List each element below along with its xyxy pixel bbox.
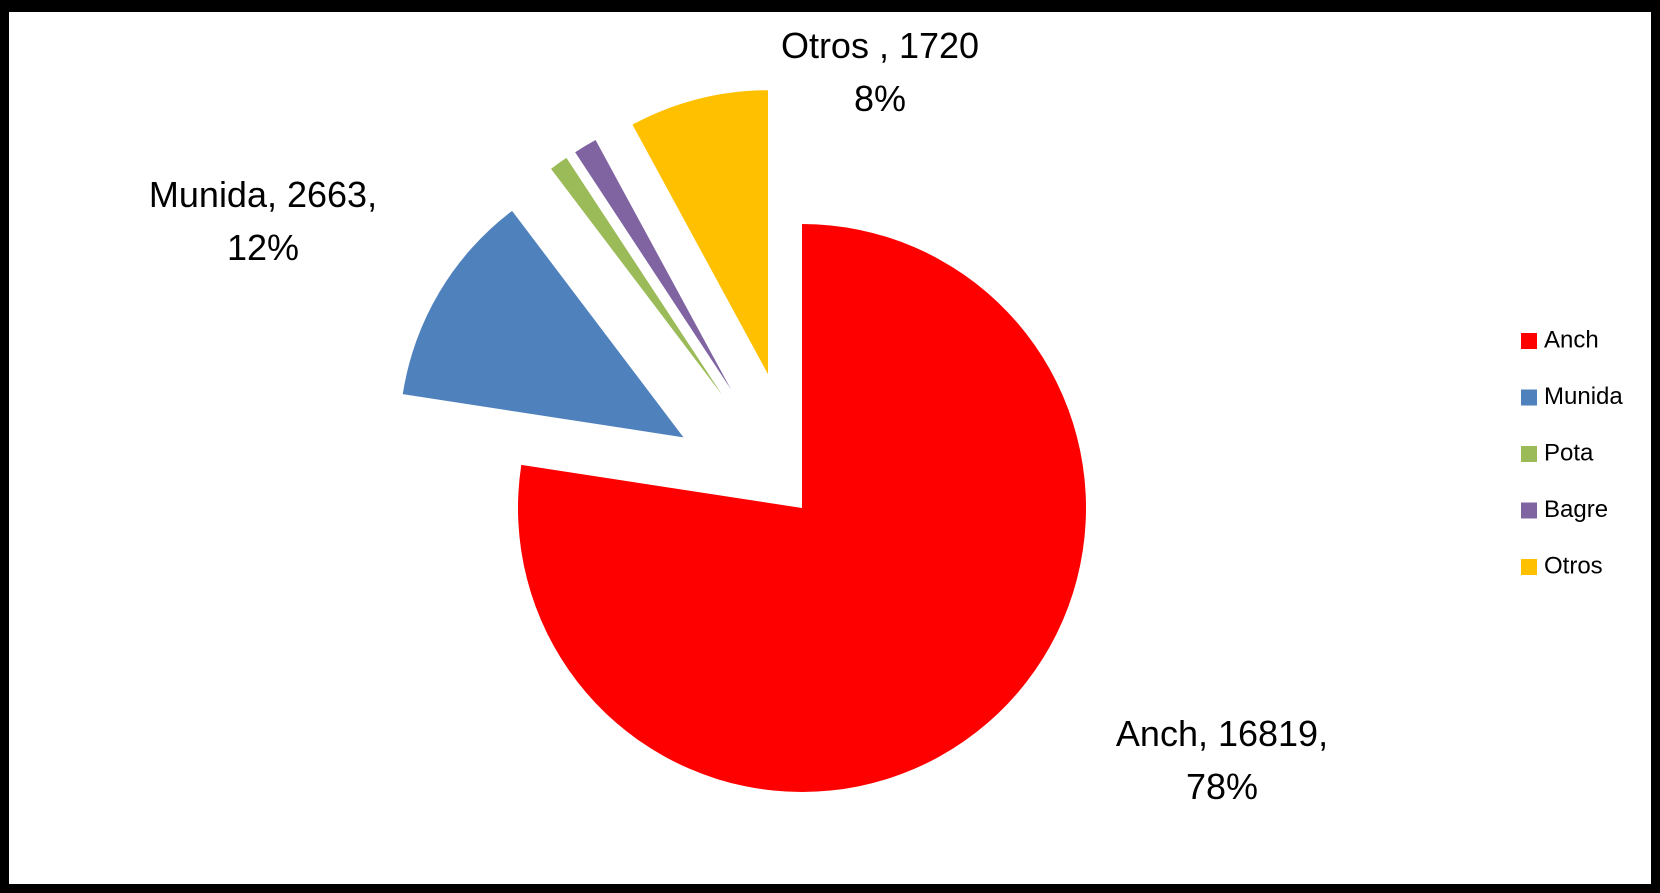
legend-label: Otros — [1544, 552, 1603, 579]
data-label: 12% — [227, 227, 299, 268]
legend-label: Bagre — [1544, 496, 1608, 523]
data-label: Anch, 16819, — [1116, 713, 1328, 754]
legend-swatch — [1521, 333, 1537, 349]
data-label: Otros , 1720 — [781, 25, 979, 66]
legend-swatch — [1521, 502, 1537, 519]
legend-swatch — [1521, 559, 1537, 575]
legend-label: Anch — [1544, 326, 1599, 353]
pie-slice — [575, 140, 732, 390]
data-label: 8% — [854, 78, 906, 119]
pie-slice — [402, 210, 684, 438]
pie-slice — [518, 224, 1086, 792]
pie-slice — [551, 157, 723, 396]
legend-swatch — [1521, 446, 1537, 462]
legend-label: Munida — [1544, 383, 1623, 410]
pie-slice — [632, 90, 769, 375]
legend-label: Pota — [1544, 439, 1594, 466]
data-label: 78% — [1186, 766, 1258, 807]
legend-swatch — [1521, 389, 1537, 406]
data-label: Munida, 2663, — [149, 174, 377, 215]
